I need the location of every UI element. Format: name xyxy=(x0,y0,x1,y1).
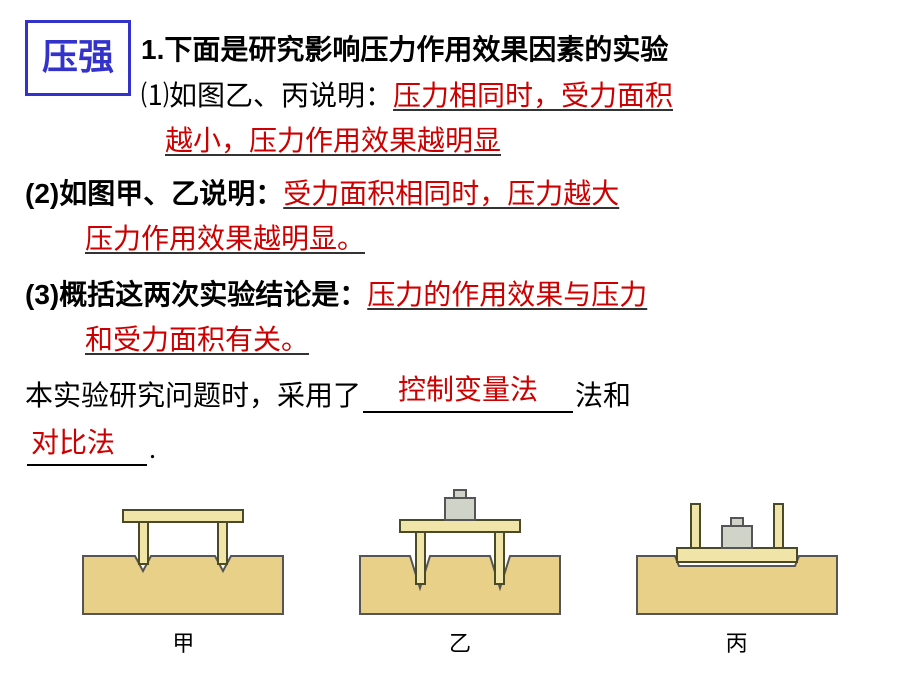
q1-answer-part1: 压力相同时，受力面积 xyxy=(393,81,673,112)
q1-label: ⑴如图乙、丙说明： xyxy=(141,81,393,112)
diagrams-row: 甲 乙 丙 xyxy=(25,486,895,658)
question-intro: 1.下面是研究影响压力作用效果因素的实验 xyxy=(141,28,673,73)
q3-answer-part1: 压力的作用效果与压力 xyxy=(367,280,647,311)
methods-section: 本实验研究问题时，采用了 控制变量法 法和 对比法. xyxy=(25,370,895,476)
diagram-label-bing: 丙 xyxy=(726,626,748,658)
q2-answer-part1: 受力面积相同时，压力越大 xyxy=(283,179,619,210)
title-text: 压强 xyxy=(42,37,114,77)
diagram-jia: 甲 xyxy=(73,486,293,658)
title-box: 压强 xyxy=(25,20,131,96)
q2-label: (2)如图甲、乙说明： xyxy=(25,178,283,209)
diagram-yi: 乙 xyxy=(350,486,570,658)
q1-answer-part2: 越小，压力作用效果越明显 xyxy=(165,126,501,157)
diagram-label-yi: 乙 xyxy=(449,626,471,658)
methods-suffix: . xyxy=(149,434,156,465)
q3-label: (3)概括这两次实验结论是： xyxy=(25,279,367,310)
methods-mid: 法和 xyxy=(575,381,631,412)
q2-answer-part2: 压力作用效果越明显。 xyxy=(85,224,365,255)
diagram-label-jia: 甲 xyxy=(172,626,194,658)
method-answer-1: 控制变量法 xyxy=(398,375,538,406)
diagram-bing: 丙 xyxy=(627,486,847,658)
q3-answer-part2: 和受力面积有关。 xyxy=(85,325,309,356)
methods-prefix: 本实验研究问题时，采用了 xyxy=(25,381,361,412)
method-answer-2: 对比法 xyxy=(31,428,115,459)
